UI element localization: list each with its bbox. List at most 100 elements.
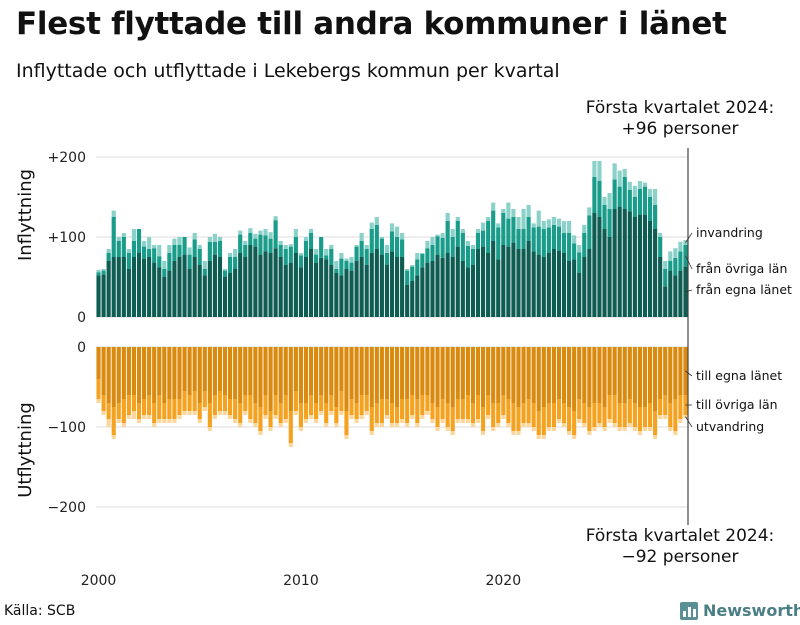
outflow-own-county-bar [217,347,223,391]
outflow-other-county-bar [632,403,637,427]
outflow-emigration-bar [531,427,536,431]
outflow-own-county-bar [455,347,460,399]
outflow-emigration-bar [172,419,177,423]
inflow-immigration-bar [658,233,663,237]
inflow-immigration-bar [678,241,683,252]
outflow-own-county-bar [602,347,607,407]
outflow-own-county-bar [126,347,131,395]
outflow-emigration-bar [612,423,617,427]
inflow-immigration-bar [228,253,233,257]
outflow-own-county-bar [283,347,288,395]
outflow-emigration-bar [126,415,131,419]
outflow-other-county-bar [541,407,546,435]
outflow-other-county-bar [243,395,248,411]
inflow-immigration-bar [541,221,546,229]
outflow-own-county-bar [445,347,450,403]
inflow-own-county-bar [374,249,379,317]
inflow-immigration-bar [668,251,673,261]
outflow-own-county-bar [511,347,516,403]
outflow-emigration-bar [217,411,223,415]
inflow-own-county-bar [496,259,501,317]
inflow-own-county-bar [152,262,157,317]
inflow-immigration-bar [197,245,202,249]
outflow-emigration-bar [486,415,491,419]
inflow-own-county-bar [192,257,197,317]
inflow-other-county-bar [273,220,278,249]
inflow-immigration-bar [637,181,643,189]
inflow-own-county-bar [314,262,319,317]
inflow-immigration-bar [308,229,314,233]
outflow-own-county-bar [400,347,405,399]
latest-inflow-value: +96 personer [621,119,739,139]
inflow-own-county-bar [136,253,142,317]
inflow-immigration-bar [253,233,258,239]
inflow-immigration-bar [177,237,182,245]
outflow-own-county-bar [389,347,395,403]
inflow-own-county-bar [561,253,567,317]
inflow-own-county-bar [541,257,546,317]
outflow-emigration-bar [556,419,562,423]
inflow-own-county-bar [106,261,111,317]
outflow-other-county-bar [577,399,582,419]
outflow-other-county-bar [394,407,400,423]
outflow-other-county-bar [106,403,111,419]
inflow-other-county-bar [607,209,612,237]
inflow-immigration-bar [131,229,137,241]
inflow-immigration-bar [344,258,349,261]
outflow-emigration-bar [465,419,470,423]
inflow-immigration-bar [491,202,496,211]
outflow-own-county-bar [561,347,567,403]
outflow-other-county-bar [121,399,126,423]
outflow-emigration-bar [400,419,405,423]
inflow-other-county-bar [288,246,293,263]
outflow-other-county-bar [379,399,384,423]
outflow-other-county-bar [551,403,556,427]
inflow-other-county-bar [96,272,101,276]
inflow-other-county-bar [298,255,303,268]
outflow-own-county-bar [197,347,202,403]
outflow-own-county-bar [106,347,111,403]
outflow-series-label: till egna länet [696,368,782,383]
outflow-own-county-bar [435,347,440,407]
inflow-other-county-bar [420,253,425,268]
inflow-own-county-bar [364,265,369,317]
inflow-immigration-bar [400,233,405,240]
inflow-immigration-bar [551,217,556,225]
outflow-own-county-bar [622,347,627,403]
outflow-emigration-bar [308,415,314,419]
outflow-own-county-bar [440,347,445,399]
outflow-own-county-bar [147,347,152,395]
outflow-own-county-bar [162,347,167,403]
outflow-emigration-bar [637,431,643,435]
outflow-own-county-bar [314,347,319,403]
outflow-other-county-bar [435,407,440,427]
inflow-other-county-bar [597,181,602,217]
outflow-emigration-bar [314,419,319,423]
outflow-emigration-bar [141,415,147,419]
outflow-own-county-bar [268,347,273,411]
outflow-own-county-bar [470,347,476,403]
latest-outflow-label: Första kvartalet 2024: [585,526,775,546]
outflow-emigration-bar [121,423,126,427]
inflow-own-county-bar [147,257,152,317]
outflow-emigration-bar [470,423,476,427]
outflow-other-county-bar [141,399,147,415]
outflow-own-county-bar [637,347,643,407]
inflow-own-county-bar [653,229,658,317]
outflow-own-county-bar [303,347,309,403]
outflow-emigration-bar [202,407,207,411]
inflow-other-county-bar [187,254,192,269]
outflow-other-county-bar [324,403,329,423]
outflow-emigration-bar [324,423,329,427]
inflow-own-county-bar [410,281,415,317]
inflow-other-county-bar [622,177,627,209]
outflow-own-county-bar [121,347,126,399]
inflow-own-county-bar [663,286,668,317]
outflow-emigration-bar [147,415,152,419]
inflow-other-county-bar [101,270,106,275]
source-note: Källa: SCB [4,603,76,619]
inflow-other-county-bar [248,233,253,245]
outflow-own-county-bar [475,347,481,395]
inflow-other-county-bar [567,233,572,261]
inflow-own-county-bar [637,214,643,317]
